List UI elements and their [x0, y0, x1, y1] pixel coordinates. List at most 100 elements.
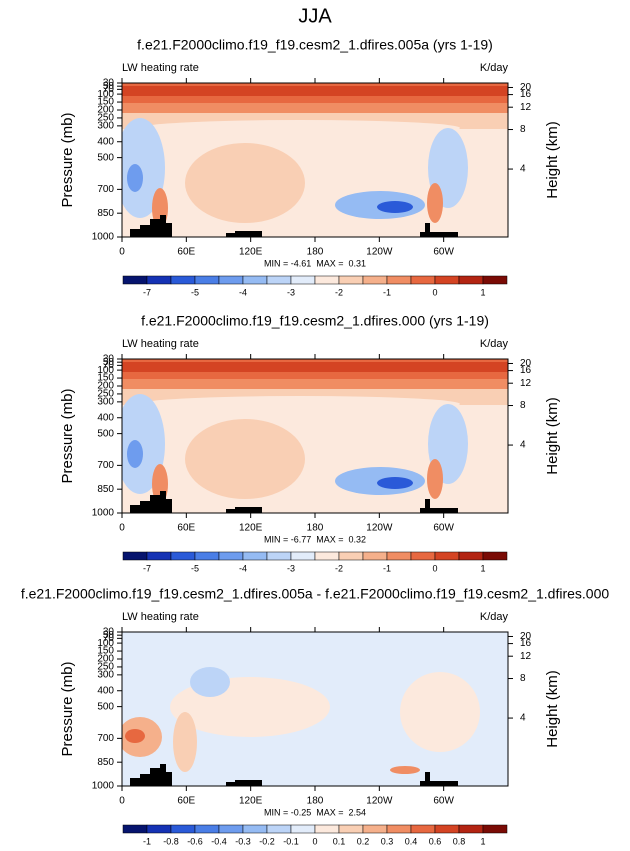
- colorbar-label: 0.3: [381, 836, 394, 846]
- y-tick-label: 850: [97, 484, 114, 495]
- colorbar-box: [218, 824, 244, 834]
- units-label: K/day: [480, 611, 509, 623]
- y2-tick-label: 4: [520, 440, 526, 451]
- y-tick-label: 500: [97, 152, 114, 163]
- y2-tick-label: 8: [520, 124, 526, 135]
- y2-tick-label: 4: [520, 164, 526, 175]
- colorbar-label: 0.2: [357, 836, 370, 846]
- y2-tick-label: 8: [520, 400, 526, 411]
- y-tick-label: 70: [103, 84, 115, 95]
- band: [122, 362, 508, 372]
- y2-tick-label: 20: [520, 358, 532, 369]
- blob: [190, 667, 230, 697]
- colorbar-label: 0: [432, 287, 437, 297]
- colorbar-box: [362, 824, 388, 834]
- colorbar-box: [218, 275, 244, 285]
- colorbar-box: [194, 275, 220, 285]
- field-label: LW heating rate: [122, 338, 199, 350]
- y-tick-label: 200: [97, 381, 114, 392]
- y-tick-label: 50: [103, 630, 115, 641]
- colorbar-label: -3: [287, 287, 295, 297]
- y2-tick-label: 4: [520, 713, 526, 724]
- colorbar-box: [482, 551, 508, 561]
- y-tick-label: 50: [103, 357, 115, 368]
- colorbar-box: [434, 275, 460, 285]
- colorbar-label: -4: [239, 563, 247, 573]
- colorbar-label: -0.2: [259, 836, 275, 846]
- colorbar-label: -0.8: [163, 836, 179, 846]
- y2-axis-label: Height (km): [544, 397, 561, 475]
- colorbar-label: -0.3: [235, 836, 251, 846]
- colorbar-box: [482, 824, 508, 834]
- y2-tick-label: 12: [520, 102, 532, 113]
- stats: MIN = -0.25 MAX = 2.54: [264, 807, 366, 817]
- blob: [173, 712, 197, 772]
- x-tick-label: 180: [307, 523, 324, 534]
- colorbar-box: [482, 275, 508, 285]
- y2-tick-label: 20: [520, 82, 532, 93]
- blob: [400, 672, 480, 752]
- colorbar-box: [410, 275, 436, 285]
- colorbar-label: 0.4: [405, 836, 418, 846]
- colorbar-box: [242, 551, 268, 561]
- x-tick-label: 60W: [433, 247, 454, 258]
- topography: [130, 491, 458, 513]
- colorbar-box: [122, 824, 148, 834]
- y2-axis-label: Height (km): [544, 670, 561, 748]
- colorbar-label: -0.4: [211, 836, 227, 846]
- blob: [185, 143, 305, 223]
- x-tick-label: 120W: [366, 523, 393, 534]
- x-tick-label: 60E: [177, 523, 195, 534]
- y2-axis-label: Height (km): [544, 121, 561, 199]
- colorbar-label: -0.6: [187, 836, 203, 846]
- y-tick-label: 700: [97, 184, 114, 195]
- y-tick-label: 250: [97, 389, 114, 400]
- band: [122, 86, 508, 96]
- colorbar-box: [338, 275, 364, 285]
- y-tick-label: 1000: [92, 232, 115, 243]
- y-tick-label: 300: [97, 121, 114, 132]
- y-tick-label: 850: [97, 208, 114, 219]
- blob: [140, 120, 460, 136]
- x-tick-label: 60E: [177, 247, 195, 258]
- y-tick-label: 150: [97, 646, 114, 657]
- colorbar-box: [434, 551, 460, 561]
- colorbar-box: [170, 824, 196, 834]
- y-tick-label: 250: [97, 662, 114, 673]
- y-tick-label: 50: [103, 81, 115, 92]
- y-axis-label: Pressure (mb): [59, 388, 76, 483]
- y-tick-label: 30: [103, 354, 115, 365]
- blob: [125, 729, 145, 743]
- y-tick-label: 300: [97, 670, 114, 681]
- stats: MIN = -4.61 MAX = 0.31: [264, 258, 366, 268]
- colorbar-box: [266, 824, 292, 834]
- x-tick-label: 180: [307, 796, 324, 807]
- x-tick-label: 120W: [366, 247, 393, 258]
- colorbar-box: [410, 551, 436, 561]
- y2-tick-label: 16: [520, 365, 532, 376]
- x-tick-label: 120E: [239, 523, 263, 534]
- blob: [185, 419, 305, 499]
- x-tick-label: 60W: [433, 523, 454, 534]
- contour-field: [122, 359, 508, 513]
- colorbar-box: [146, 275, 172, 285]
- y-tick-label: 500: [97, 428, 114, 439]
- colorbar-label: 0.6: [429, 836, 442, 846]
- colorbar-box: [314, 824, 340, 834]
- contour-field: [122, 83, 508, 237]
- colorbar-label: -1: [383, 287, 391, 297]
- y-tick-label: 250: [97, 113, 114, 124]
- y-tick-label: 400: [97, 685, 114, 696]
- colorbar-label: -0.1: [283, 836, 299, 846]
- colorbar-label: -4: [239, 287, 247, 297]
- colorbar-label: -5: [191, 287, 199, 297]
- blob: [127, 164, 143, 192]
- colorbar-label: -2: [335, 287, 343, 297]
- colorbar-box: [242, 824, 268, 834]
- y2-tick-label: 12: [520, 651, 532, 662]
- colorbar-label: -1: [383, 563, 391, 573]
- colorbar-label: -1: [143, 836, 151, 846]
- colorbar-box: [314, 275, 340, 285]
- y2-tick-label: 16: [520, 89, 532, 100]
- colorbar-box: [458, 275, 484, 285]
